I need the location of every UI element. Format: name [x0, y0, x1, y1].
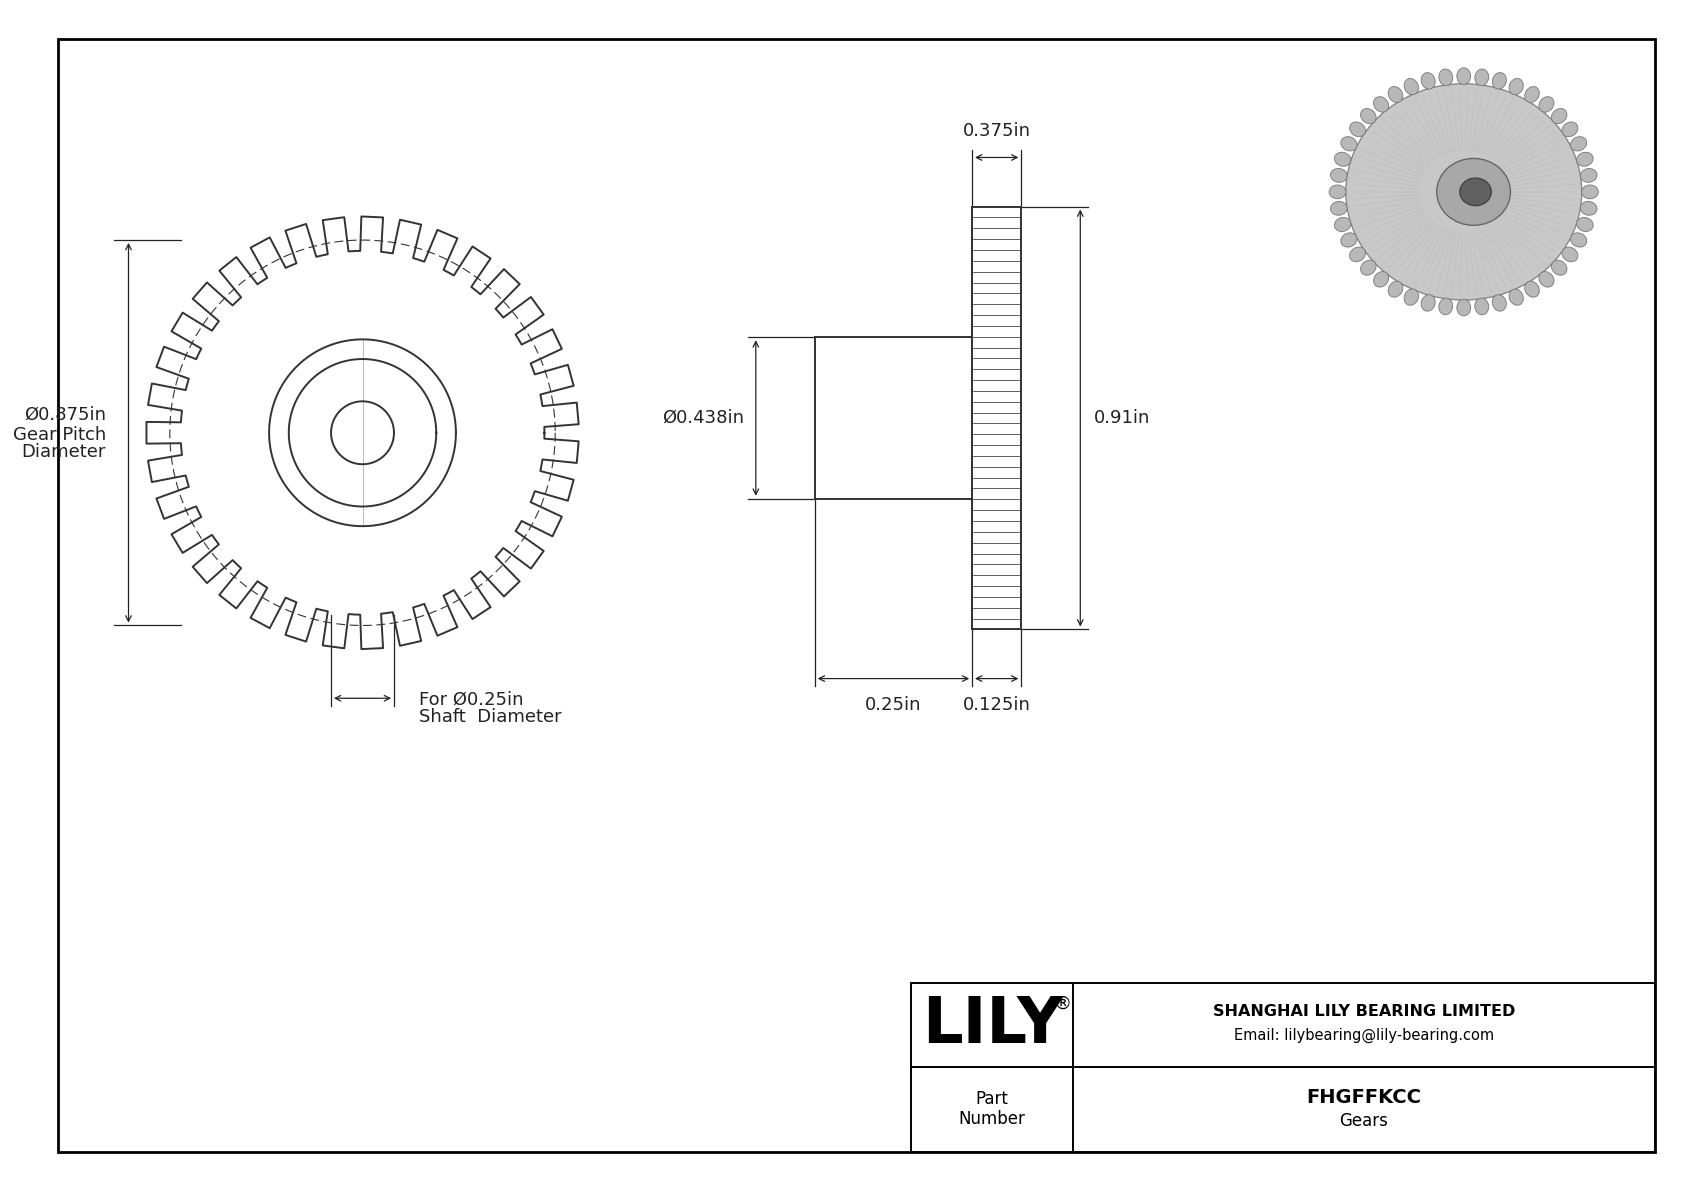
Text: ®: ®: [1052, 994, 1071, 1012]
Text: Ø0.438in: Ø0.438in: [662, 409, 744, 428]
Ellipse shape: [1404, 289, 1418, 305]
Ellipse shape: [1438, 69, 1453, 86]
Bar: [911, 984, 1654, 1152]
Ellipse shape: [1576, 218, 1593, 231]
Ellipse shape: [1330, 168, 1347, 182]
Text: Number: Number: [958, 1110, 1026, 1128]
Ellipse shape: [1340, 137, 1357, 151]
Ellipse shape: [1374, 96, 1389, 112]
Ellipse shape: [1524, 281, 1539, 298]
Ellipse shape: [1334, 152, 1351, 167]
Text: 0.375in: 0.375in: [963, 121, 1031, 139]
Bar: [972, 206, 1021, 629]
Ellipse shape: [1563, 247, 1578, 262]
Ellipse shape: [1580, 201, 1596, 216]
Ellipse shape: [1539, 272, 1554, 287]
Ellipse shape: [1457, 68, 1470, 85]
Ellipse shape: [1576, 152, 1593, 167]
Ellipse shape: [1421, 294, 1435, 311]
Ellipse shape: [1404, 79, 1418, 95]
Ellipse shape: [1349, 121, 1366, 137]
Ellipse shape: [1492, 294, 1505, 311]
Text: LILY: LILY: [921, 994, 1063, 1056]
Ellipse shape: [1571, 232, 1586, 247]
Ellipse shape: [1340, 232, 1357, 247]
Text: For Ø0.25in: For Ø0.25in: [419, 691, 524, 709]
Text: 0.125in: 0.125in: [963, 697, 1031, 715]
Ellipse shape: [1457, 299, 1470, 316]
Ellipse shape: [1361, 108, 1376, 124]
Ellipse shape: [1421, 73, 1435, 89]
Text: Ø0.875in: Ø0.875in: [24, 406, 106, 424]
Bar: [815, 337, 972, 499]
Ellipse shape: [1436, 158, 1511, 225]
Ellipse shape: [1388, 281, 1403, 298]
Ellipse shape: [1346, 83, 1581, 300]
Ellipse shape: [1329, 185, 1346, 199]
Ellipse shape: [1334, 218, 1351, 231]
Ellipse shape: [1388, 87, 1403, 102]
Ellipse shape: [1509, 289, 1524, 305]
Ellipse shape: [1330, 201, 1347, 216]
Ellipse shape: [1571, 137, 1586, 151]
Text: Part: Part: [975, 1091, 1009, 1109]
Ellipse shape: [1539, 96, 1554, 112]
Ellipse shape: [1374, 272, 1389, 287]
Ellipse shape: [1475, 298, 1489, 314]
Ellipse shape: [1509, 79, 1524, 95]
Ellipse shape: [1460, 179, 1492, 206]
Text: Gear Pitch: Gear Pitch: [13, 425, 106, 444]
Ellipse shape: [1349, 247, 1366, 262]
Ellipse shape: [1361, 260, 1376, 275]
Ellipse shape: [1438, 298, 1453, 314]
Ellipse shape: [1563, 121, 1578, 137]
Text: SHANGHAI LILY BEARING LIMITED: SHANGHAI LILY BEARING LIMITED: [1212, 1004, 1516, 1019]
Ellipse shape: [1551, 108, 1566, 124]
Ellipse shape: [1524, 87, 1539, 102]
Ellipse shape: [1551, 260, 1566, 275]
Text: FHGFFKCC: FHGFFKCC: [1307, 1087, 1421, 1106]
Text: Email: lilybearing@lily-bearing.com: Email: lilybearing@lily-bearing.com: [1234, 1028, 1494, 1042]
Text: 0.91in: 0.91in: [1095, 409, 1150, 428]
Ellipse shape: [1492, 73, 1505, 89]
Ellipse shape: [1581, 185, 1598, 199]
Text: Shaft  Diameter: Shaft Diameter: [419, 709, 561, 727]
Text: 0.25in: 0.25in: [866, 697, 921, 715]
Ellipse shape: [1475, 69, 1489, 86]
Ellipse shape: [1580, 168, 1596, 182]
Text: Diameter: Diameter: [22, 443, 106, 461]
Text: Gears: Gears: [1339, 1112, 1388, 1130]
